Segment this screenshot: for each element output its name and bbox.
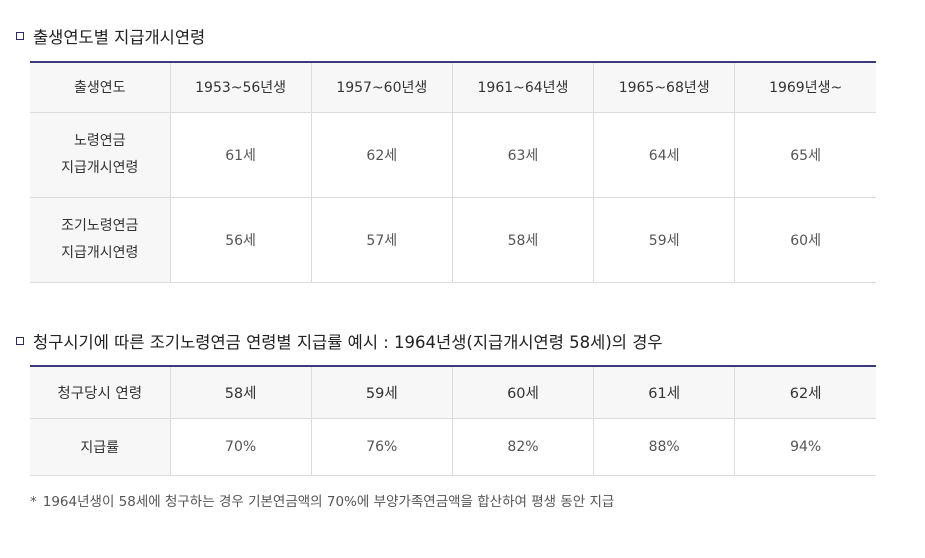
table-header-row: 청구당시 연령 58세 59세 60세 61세 62세: [30, 366, 876, 419]
header-cell: 1961~64년생: [452, 62, 595, 113]
table-cell: 82%: [452, 418, 595, 476]
row-label: 지급률: [30, 418, 171, 476]
footnote-marker: *: [30, 494, 37, 510]
table-cell: 59세: [593, 197, 736, 283]
table-cell: 70%: [170, 418, 312, 476]
table-cell: 56세: [170, 197, 312, 283]
table-header-row: 출생연도 1953~56년생 1957~60년생 1961~64년생 1965~…: [30, 62, 876, 113]
table-cell: 94%: [734, 418, 876, 476]
table-cell: 62세: [311, 112, 453, 198]
table-row: 조기노령연금 지급개시연령 56세 57세 58세 59세 60세: [30, 197, 876, 283]
footnote-text: 1964년생이 58세에 청구하는 경우 기본연금액의 70%에 부양가족연금액…: [42, 494, 615, 510]
section2-title-text: 청구시기에 따른 조기노령연금 연령별 지급률 예시 : 1964년생(지급개시…: [33, 333, 663, 352]
section1-title-text: 출생연도별 지급개시연령: [33, 28, 206, 47]
table-cell: 64세: [593, 112, 736, 198]
row-label-line: 조기노령연금: [61, 217, 139, 234]
table-row: 지급률 70% 76% 82% 88% 94%: [30, 418, 876, 476]
header-cell: 60세: [452, 366, 595, 419]
header-cell: 1957~60년생: [311, 62, 453, 113]
row-label-line: 지급개시연령: [61, 159, 139, 176]
section2-title: 청구시기에 따른 조기노령연금 연령별 지급률 예시 : 1964년생(지급개시…: [16, 329, 663, 353]
header-cell: 58세: [170, 366, 312, 419]
table-row: 노령연금 지급개시연령 61세 62세 63세 64세 65세: [30, 112, 876, 198]
footnote: * 1964년생이 58세에 청구하는 경우 기본연금액의 70%에 부양가족연금…: [30, 490, 614, 510]
table-cell: 58세: [452, 197, 595, 283]
header-cell: 1965~68년생: [593, 62, 736, 113]
row-label: 조기노령연금 지급개시연령: [30, 197, 171, 283]
square-bullet-icon: [16, 32, 24, 40]
birth-year-table: 출생연도 1953~56년생 1957~60년생 1961~64년생 1965~…: [30, 61, 876, 283]
table-cell: 60세: [734, 197, 876, 283]
table-cell: 63세: [452, 112, 595, 198]
row-label: 노령연금 지급개시연령: [30, 112, 171, 198]
header-cell: 62세: [734, 366, 876, 419]
table-cell: 61세: [170, 112, 312, 198]
table-cell: 76%: [311, 418, 453, 476]
header-cell: 61세: [593, 366, 736, 419]
table-cell: 88%: [593, 418, 736, 476]
table-cell: 65세: [734, 112, 876, 198]
header-cell: 1953~56년생: [170, 62, 312, 113]
row-label-line: 노령연금: [73, 132, 126, 149]
header-cell: 청구당시 연령: [30, 366, 171, 419]
table-cell: 57세: [311, 197, 453, 283]
header-cell: 1969년생~: [734, 62, 876, 113]
header-cell: 59세: [311, 366, 453, 419]
header-cell: 출생연도: [30, 62, 171, 113]
square-bullet-icon: [16, 337, 24, 345]
section1-title: 출생연도별 지급개시연령: [16, 24, 205, 48]
row-label-line: 지급개시연령: [61, 244, 139, 261]
payment-rate-table: 청구당시 연령 58세 59세 60세 61세 62세 지급률 70% 76% …: [30, 365, 876, 476]
